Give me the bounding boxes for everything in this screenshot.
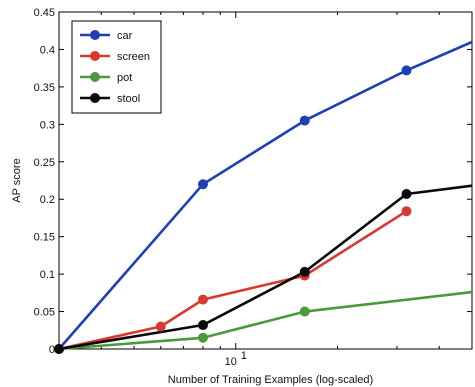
point-stool	[197, 320, 208, 331]
point-stool	[401, 188, 412, 199]
point-screen	[155, 321, 166, 332]
y-axis-title: AP score	[11, 158, 23, 202]
point-pot	[197, 332, 208, 343]
legend-marker-car	[90, 30, 100, 40]
point-car	[299, 115, 310, 126]
point-screen	[401, 206, 412, 217]
y-tick-label: 0.45	[34, 7, 55, 19]
x-tick-exponent: 1	[241, 350, 247, 362]
y-tick-label: 0.35	[34, 82, 55, 94]
legend-label-pot: pot	[117, 72, 132, 84]
y-tick-label: 0	[49, 344, 55, 356]
x-tick-label: 10	[225, 356, 237, 368]
point-car	[197, 179, 208, 190]
legend-label-car: car	[117, 30, 133, 42]
point-pot	[299, 306, 310, 317]
legend-label-screen: screen	[117, 51, 150, 63]
series-markers	[54, 65, 412, 354]
y-tick-label: 0.1	[40, 269, 55, 281]
legend-label-stool: stool	[117, 93, 140, 105]
series-line-pot	[58, 290, 473, 351]
y-tick-label: 0.05	[34, 307, 55, 319]
y-tick-label: 0.4	[40, 44, 55, 56]
point-car	[401, 65, 412, 76]
legend-marker-screen	[90, 51, 100, 61]
y-tick-label: 0.2	[40, 194, 55, 206]
point-stool	[54, 344, 64, 354]
x-axis-title: Number of Training Examples (log-scaled)	[168, 374, 373, 386]
legend-marker-pot	[90, 72, 100, 82]
legend: car screen pot stool	[71, 20, 162, 114]
point-screen	[197, 294, 208, 305]
point-stool	[299, 266, 310, 277]
y-tick-label: 0.15	[34, 232, 55, 244]
y-tick-label: 0.25	[34, 157, 55, 169]
legend-marker-stool	[90, 93, 100, 103]
y-tick-label: 0.3	[40, 119, 55, 131]
